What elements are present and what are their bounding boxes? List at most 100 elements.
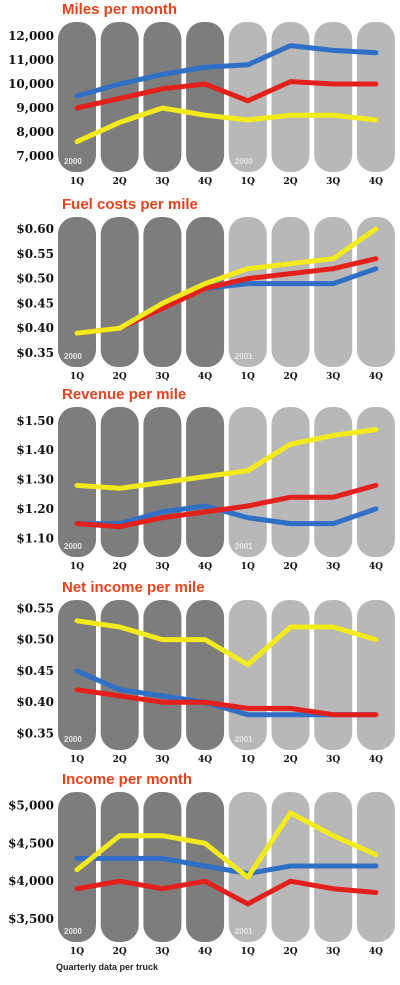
y-tick-label: $4,000 [8, 874, 54, 888]
x-tick-label: 3Q [155, 947, 169, 957]
panel-revenue-per-mile: 2000 2001 $1.50 $1.40 $1.30 $1.20 $1.10 1Q 2Q 3Q 4… [0, 385, 400, 581]
series-line-red [74, 482, 379, 530]
x-tick-label: 4Q [198, 372, 212, 382]
chart-title: Net income per mile [62, 579, 205, 596]
y-tick-label: 7,000 [16, 149, 54, 163]
panel-fuel-costs-per-mile: 2000 2001 $0.60 $0.55 $0.50 $0.45 $0.40 $0.35 1Q… [0, 195, 400, 391]
y-tick-label: $3,500 [8, 912, 54, 926]
x-tick-label: 3Q [155, 562, 169, 572]
quarter-column [314, 22, 353, 172]
x-tick-label: 2Q [283, 755, 297, 765]
chart-miles-per-month: 2000 2000 12,000 11,000 10,000 9,000 8,000 7,00… [8, 22, 395, 187]
quarter-column [228, 217, 267, 367]
chart-title: Revenue per mile [62, 386, 187, 403]
chart-title: Income per month [62, 771, 193, 788]
quarter-column [58, 407, 96, 557]
y-tick-label: $0.45 [16, 664, 54, 678]
x-tick-label: 2Q [113, 755, 127, 765]
series-line-red [74, 79, 379, 111]
y-tick-label: $1.20 [16, 502, 54, 516]
quarter-column [186, 22, 225, 172]
year-label: 2001 [235, 735, 253, 744]
quarter-column [186, 600, 225, 750]
series-line-yellow [74, 226, 379, 336]
chart-fuel-costs-per-mile: 2000 2001 $0.60 $0.55 $0.50 $0.45 $0.40 $0.35 1Q… [16, 217, 395, 382]
y-tick-label: $0.35 [16, 726, 54, 740]
x-tick-label: 3Q [155, 372, 169, 382]
series-line-yellow [74, 105, 379, 145]
quarter-column [143, 792, 182, 942]
chart-income-per-month: 2000 2001 $5,000 $4,500 $4,000 $3,500 1Q 2Q 3Q 4Q… [8, 792, 395, 957]
x-tick-label: 2Q [283, 177, 297, 187]
x-tick-label: 2Q [113, 562, 127, 572]
series-line-yellow [74, 810, 379, 880]
y-tick-label: 10,000 [8, 77, 54, 91]
y-tick-label: $0.50 [16, 633, 54, 647]
chart-net-income-per-mile: 2000 2001 $0.55 $0.50 $0.45 $0.40 $0.35 1Q 2Q 3Q 4… [16, 600, 395, 765]
footnote: Quarterly data per truck [56, 962, 159, 972]
x-tick-label: 1Q [70, 562, 84, 572]
y-tick-label: $0.40 [16, 321, 54, 335]
quarter-column [58, 600, 96, 750]
x-tick-label: 3Q [326, 562, 340, 572]
y-tick-label: $0.45 [16, 296, 54, 310]
y-tick-label: $1.30 [16, 473, 54, 487]
quarter-column [271, 600, 310, 750]
x-tick-label: 1Q [241, 372, 255, 382]
quarter-column [314, 407, 353, 557]
x-tick-label: 1Q [70, 755, 84, 765]
y-tick-label: $0.40 [16, 695, 54, 709]
panel-income-per-month: 2000 2001 $5,000 $4,500 $4,000 $3,500 1Q 2Q 3Q 4Q… [0, 770, 400, 966]
x-tick-label: 4Q [369, 755, 383, 765]
x-tick-label: 1Q [70, 947, 84, 957]
x-tick-label: 1Q [241, 562, 255, 572]
quarter-column [271, 22, 310, 172]
quarter-column [100, 600, 139, 750]
y-tick-label: 9,000 [16, 101, 54, 115]
quarter-column [356, 217, 395, 367]
y-tick-label: $0.60 [16, 222, 54, 236]
y-tick-label: 8,000 [16, 125, 54, 139]
x-tick-label: 2Q [283, 562, 297, 572]
quarter-column [271, 407, 310, 557]
panel-miles-per-month: 2000 2000 12,000 11,000 10,000 9,000 8,000 7,00… [0, 0, 400, 196]
x-tick-label: 2Q [283, 372, 297, 382]
y-tick-label: 12,000 [8, 29, 54, 43]
quarter-column [228, 407, 267, 557]
y-tick-label: $0.35 [16, 346, 54, 360]
x-tick-label: 3Q [155, 755, 169, 765]
chart-title: Fuel costs per mile [62, 196, 198, 213]
x-tick-label: 1Q [70, 372, 84, 382]
quarter-column [100, 792, 139, 942]
quarter-column [58, 217, 96, 367]
series-line-blue [74, 855, 379, 877]
series-line-yellow [74, 618, 379, 668]
y-tick-label: $0.55 [16, 247, 54, 261]
series-line-blue [74, 43, 379, 99]
x-tick-label: 2Q [283, 947, 297, 957]
x-tick-label: 3Q [155, 177, 169, 187]
y-tick-label: $1.10 [16, 531, 54, 545]
series-line-blue [74, 503, 379, 527]
quarter-column [143, 22, 182, 172]
quarter-column [186, 407, 225, 557]
y-tick-label: $1.40 [16, 443, 54, 457]
quarter-column [186, 217, 225, 367]
x-tick-label: 4Q [198, 562, 212, 572]
quarter-column [143, 217, 182, 367]
x-tick-label: 2Q [113, 372, 127, 382]
x-tick-label: 3Q [326, 177, 340, 187]
y-tick-label: 11,000 [8, 53, 54, 67]
x-tick-label: 1Q [241, 755, 255, 765]
x-tick-label: 4Q [198, 177, 212, 187]
series-line-red [74, 878, 379, 907]
year-label: 2000 [64, 927, 82, 936]
year-label: 2000 [64, 157, 82, 166]
quarter-column [100, 407, 139, 557]
x-tick-label: 4Q [369, 562, 383, 572]
x-tick-label: 4Q [198, 755, 212, 765]
x-tick-label: 4Q [369, 177, 383, 187]
year-label: 2000 [235, 157, 253, 166]
x-tick-label: 3Q [326, 372, 340, 382]
